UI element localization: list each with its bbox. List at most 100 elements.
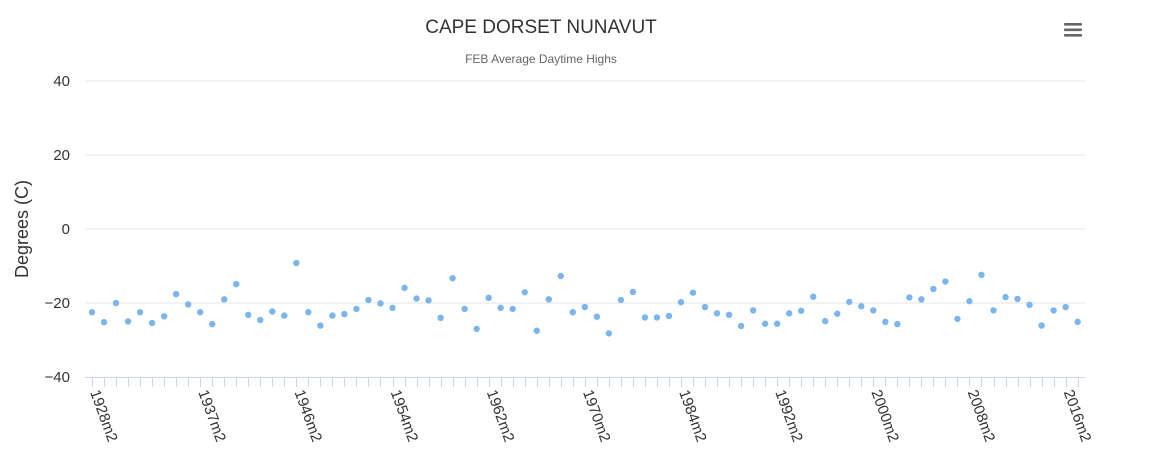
data-point[interactable] — [521, 289, 528, 296]
data-point[interactable] — [136, 309, 144, 316]
data-point[interactable] — [1050, 307, 1057, 314]
data-point[interactable] — [509, 305, 516, 313]
grid-lines — [85, 80, 1085, 304]
chart-title: CAPE DORSET NUNAVUT — [425, 17, 657, 38]
data-point[interactable] — [497, 304, 504, 312]
data-point[interactable] — [353, 305, 360, 313]
data-point[interactable] — [281, 312, 288, 319]
data-point[interactable] — [221, 296, 228, 303]
data-point[interactable] — [713, 310, 721, 317]
data-point[interactable] — [196, 309, 204, 316]
data-point[interactable] — [269, 308, 276, 315]
data-point[interactable] — [160, 313, 168, 320]
data-point[interactable] — [533, 327, 540, 334]
data-point[interactable] — [773, 320, 781, 327]
data-point[interactable] — [617, 296, 625, 304]
data-point[interactable] — [257, 316, 264, 324]
data-point[interactable] — [581, 303, 589, 311]
hamburger-menu-icon — [1064, 23, 1082, 37]
data-point[interactable] — [293, 259, 300, 267]
data-point[interactable] — [401, 284, 408, 292]
data-point[interactable] — [461, 305, 468, 313]
x-tick-label: 2008m2 — [964, 388, 999, 445]
chart-subtitle: FEB Average Daytime Highs — [465, 52, 617, 66]
data-point[interactable] — [1074, 318, 1081, 326]
data-point[interactable] — [785, 310, 793, 317]
y-tick-label: −20 — [45, 295, 70, 312]
x-tick-label: 1946m2 — [291, 388, 326, 445]
data-point[interactable] — [329, 312, 336, 319]
data-point[interactable] — [894, 320, 901, 328]
data-point[interactable] — [689, 289, 697, 296]
x-tick-label: 1992m2 — [771, 388, 806, 445]
x-tick-label: 1984m2 — [675, 388, 710, 445]
data-point[interactable] — [124, 318, 132, 325]
data-point[interactable] — [425, 297, 432, 304]
data-point[interactable] — [653, 314, 661, 321]
data-point[interactable] — [858, 303, 865, 310]
x-tick-label: 1970m2 — [579, 388, 614, 445]
data-point[interactable] — [737, 322, 745, 330]
data-point[interactable] — [665, 312, 673, 320]
data-point[interactable] — [545, 296, 552, 303]
data-point[interactable] — [245, 311, 252, 319]
y-tick-label: 0 — [62, 221, 70, 238]
data-point[interactable] — [473, 325, 480, 333]
data-point[interactable] — [389, 304, 396, 312]
data-point[interactable] — [184, 301, 192, 308]
chart-menu-button[interactable] — [1060, 17, 1086, 41]
data-point[interactable] — [172, 290, 180, 298]
data-point[interactable] — [797, 307, 805, 314]
data-point[interactable] — [1062, 303, 1069, 311]
data-point[interactable] — [593, 313, 601, 320]
data-point[interactable] — [1038, 322, 1045, 329]
data-point[interactable] — [761, 320, 769, 327]
data-point[interactable] — [377, 300, 384, 307]
data-point[interactable] — [990, 307, 997, 314]
data-point[interactable] — [629, 288, 637, 296]
data-point[interactable] — [701, 303, 709, 311]
x-tick-label: 2000m2 — [868, 388, 903, 445]
data-point[interactable] — [822, 317, 829, 325]
data-point[interactable] — [954, 315, 961, 323]
data-point[interactable] — [749, 307, 757, 314]
data-point[interactable] — [1026, 301, 1033, 309]
x-axis: 1928m2 1937m2 1946m2 1954m2 1962m2 1970m2 1984… — [85, 377, 1094, 444]
data-point[interactable] — [834, 310, 841, 317]
data-point[interactable] — [978, 271, 985, 279]
x-tick-label: 1937m2 — [194, 388, 229, 445]
data-point[interactable] — [88, 309, 96, 316]
x-tick-label: 1962m2 — [483, 388, 518, 445]
data-point[interactable] — [942, 278, 949, 285]
data-point[interactable] — [341, 310, 348, 318]
data-point[interactable] — [1014, 295, 1021, 303]
data-point[interactable] — [906, 294, 913, 301]
data-point[interactable] — [918, 296, 925, 303]
data-point[interactable] — [810, 293, 817, 300]
data-points — [88, 259, 1081, 337]
data-point[interactable] — [870, 307, 877, 314]
data-point[interactable] — [557, 272, 564, 280]
data-point[interactable] — [317, 322, 324, 329]
data-point[interactable] — [112, 299, 120, 307]
data-point[interactable] — [449, 275, 456, 282]
data-point[interactable] — [677, 299, 685, 306]
data-point[interactable] — [365, 296, 372, 304]
data-point[interactable] — [1002, 293, 1009, 301]
data-point[interactable] — [437, 314, 444, 321]
data-point[interactable] — [846, 298, 853, 306]
data-point[interactable] — [882, 318, 889, 326]
data-point[interactable] — [930, 285, 937, 293]
data-point[interactable] — [485, 294, 492, 302]
data-point[interactable] — [148, 319, 156, 327]
data-point[interactable] — [569, 309, 576, 316]
data-point[interactable] — [413, 295, 420, 302]
data-point[interactable] — [305, 309, 312, 316]
data-point[interactable] — [641, 314, 649, 321]
data-point[interactable] — [966, 297, 973, 305]
data-point[interactable] — [100, 319, 108, 326]
data-point[interactable] — [605, 330, 613, 337]
data-point[interactable] — [233, 280, 240, 288]
data-point[interactable] — [209, 320, 216, 328]
data-point[interactable] — [725, 311, 733, 319]
